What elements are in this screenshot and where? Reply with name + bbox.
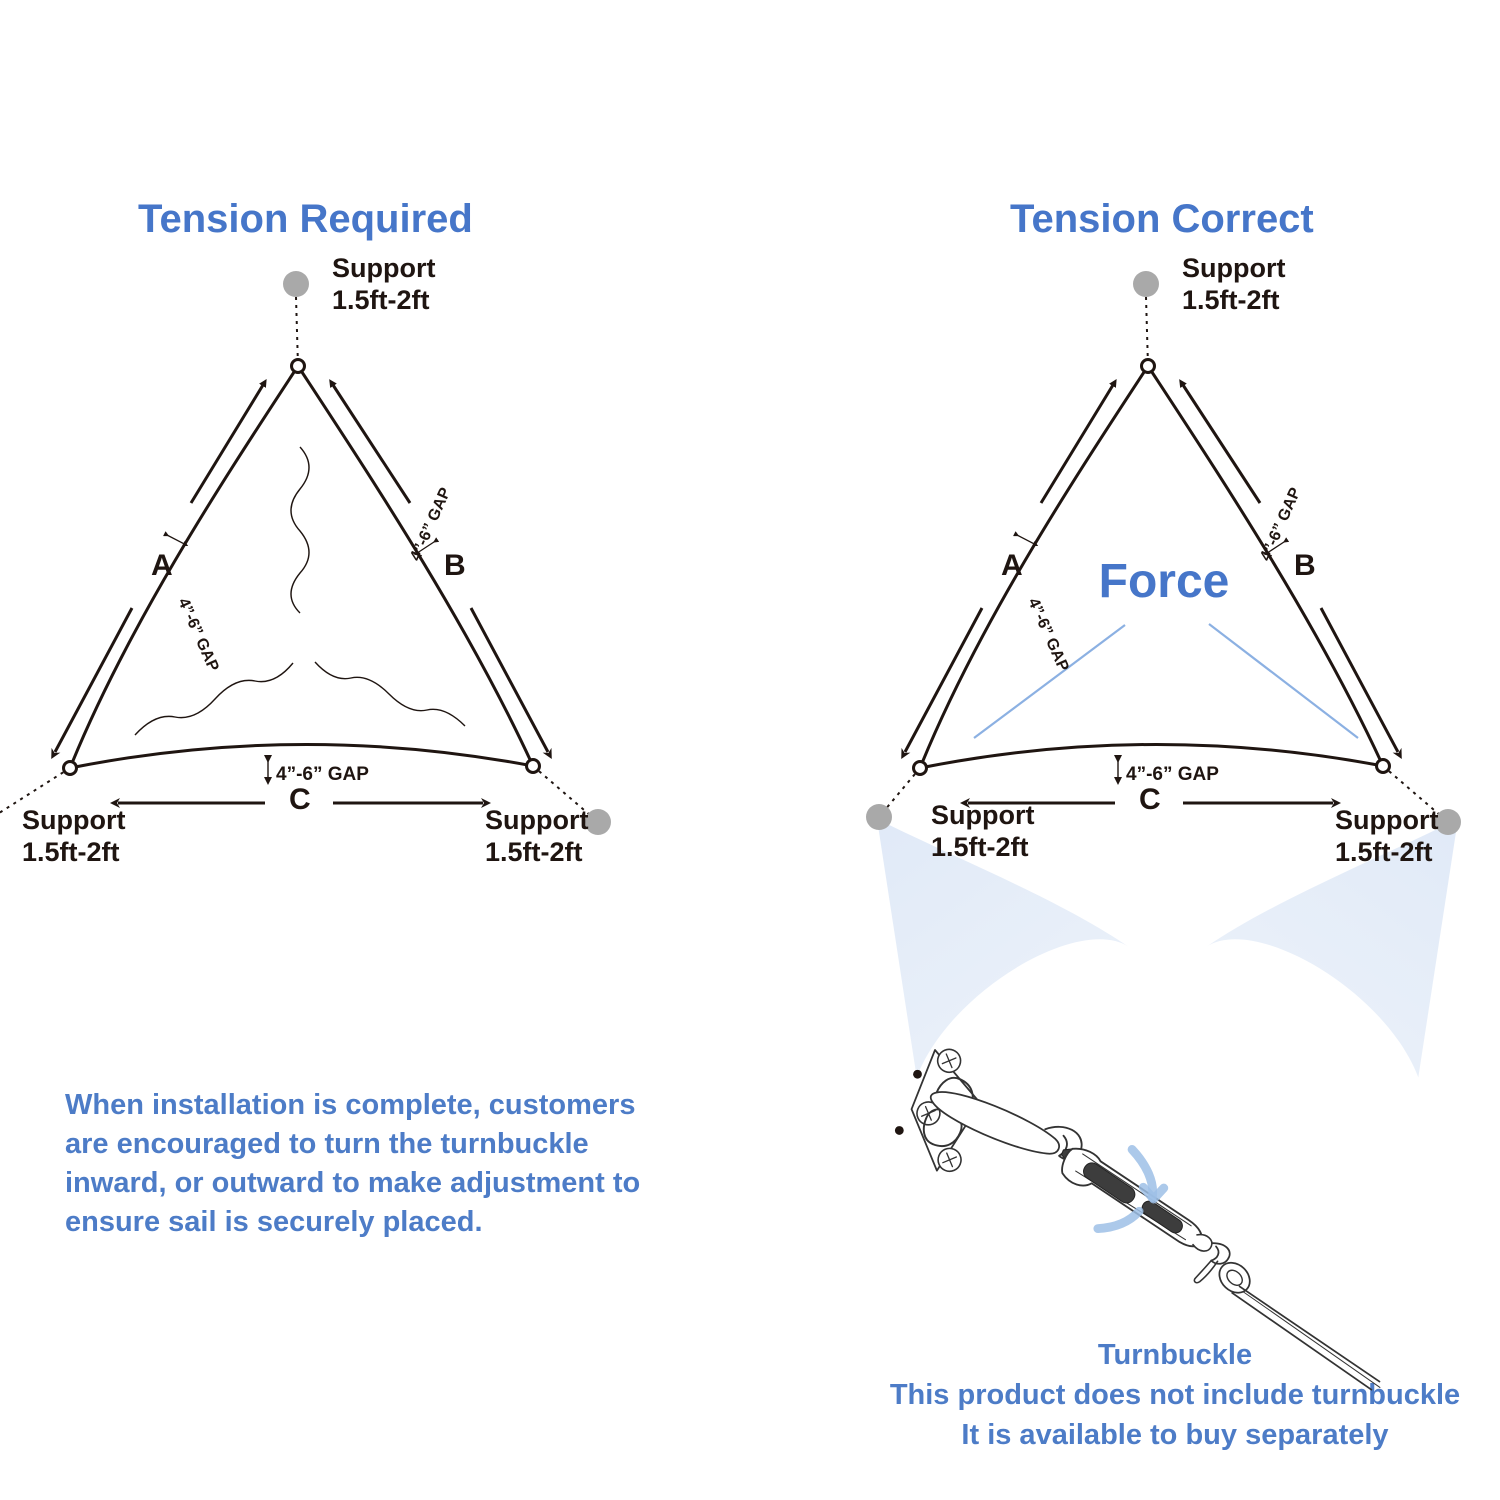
- svg-text:1.5ft-2ft: 1.5ft-2ft: [1182, 285, 1280, 315]
- svg-text:Support: Support: [332, 253, 435, 283]
- svg-text:C: C: [1139, 783, 1161, 816]
- svg-text:Support: Support: [1182, 253, 1285, 283]
- svg-text:1.5ft-2ft: 1.5ft-2ft: [931, 832, 1029, 862]
- svg-text:A: A: [151, 549, 173, 582]
- svg-text:4”-6” GAP: 4”-6” GAP: [276, 764, 369, 785]
- svg-text:Support: Support: [1335, 805, 1438, 835]
- svg-text:C: C: [289, 783, 311, 816]
- svg-text:4”-6” GAP: 4”-6” GAP: [1126, 764, 1219, 785]
- svg-text:A: A: [1001, 549, 1023, 582]
- svg-text:Support: Support: [22, 805, 125, 835]
- svg-text:4”-6” GAP: 4”-6” GAP: [1024, 596, 1071, 675]
- svg-text:Support: Support: [485, 805, 588, 835]
- svg-text:Support: Support: [931, 800, 1034, 830]
- svg-text:B: B: [444, 549, 466, 582]
- svg-text:Force: Force: [1099, 555, 1230, 608]
- svg-text:4”-6” GAP: 4”-6” GAP: [174, 596, 221, 675]
- svg-text:1.5ft-2ft: 1.5ft-2ft: [1335, 837, 1433, 867]
- svg-text:1.5ft-2ft: 1.5ft-2ft: [22, 837, 120, 867]
- svg-text:1.5ft-2ft: 1.5ft-2ft: [332, 285, 430, 315]
- svg-text:B: B: [1294, 549, 1316, 582]
- svg-text:1.5ft-2ft: 1.5ft-2ft: [485, 837, 583, 867]
